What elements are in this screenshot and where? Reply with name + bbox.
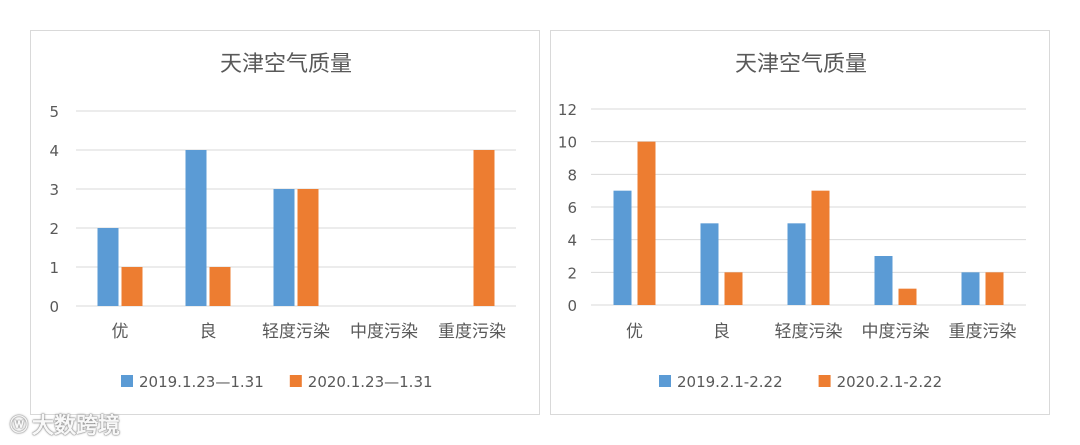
chart-right-bar-s2-1 (724, 272, 743, 305)
watermark-text: 大数跨境 (32, 414, 121, 439)
chart-panel-left: 天津空气质量 0 1 2 3 4 5 优 良 轻度污染 中度污染 重度污染 2019.1.23—1.31… (30, 30, 540, 415)
chart-right-y-tick-label: 4 (567, 232, 577, 250)
chart-right-x-tick-label: 良 (713, 322, 730, 342)
chart-right-legend-swatch-2 (818, 375, 831, 387)
weibo-icon: ⓦ (10, 415, 28, 436)
chart-left-bar-s2-2 (297, 189, 319, 306)
watermark: ⓦ 大数跨境 (10, 408, 120, 440)
chart-left-svg: 天津空气质量 0 1 2 3 4 5 优 良 轻度污染 中度污染 重度污染 2019.1.23—1.31… (49, 52, 516, 391)
chart-right-title: 天津空气质量 (735, 52, 867, 77)
chart-right-legend-label-2: 2020.2.1-2.22 (837, 373, 943, 391)
chart-right-y-tick-label: 8 (567, 166, 577, 184)
chart-left-x-tick-label: 良 (200, 322, 217, 342)
chart-left-legend-swatch-1 (121, 375, 133, 387)
chart-right-bar-s1-0 (613, 190, 632, 305)
chart-right-bar-s1-4 (961, 272, 980, 305)
chart-left-legend-swatch-2 (289, 375, 302, 387)
chart-left-x-tick-label: 重度污染 (438, 322, 506, 342)
chart-left-y-tick-label: 2 (49, 220, 59, 238)
chart-left-bar-s1-0 (97, 228, 119, 306)
chart-left-bar-s2-0 (121, 267, 143, 306)
chart-left-legend-label-2: 2020.1.23—1.31 (308, 373, 433, 391)
chart-right-bar-s2-0 (637, 141, 656, 305)
chart-left-bar-s2-4 (473, 150, 495, 306)
chart-right-bar-s1-2 (787, 223, 806, 305)
chart-right-bar-s1-1 (700, 223, 719, 305)
chart-left-x-tick-label: 中度污染 (350, 322, 418, 342)
chart-right-x-tick-label: 重度污染 (949, 322, 1017, 342)
chart-left-x-tick-label: 优 (112, 322, 129, 342)
chart-right-bar-s2-2 (811, 190, 830, 305)
chart-right-y-tick-label: 0 (567, 297, 577, 315)
chart-right-x-tick-label: 优 (626, 322, 643, 342)
chart-left-bar-s1-1 (185, 150, 207, 306)
chart-left-title: 天津空气质量 (220, 52, 352, 77)
chart-right-y-tick-label: 10 (558, 134, 577, 152)
chart-right-bar-s2-3 (898, 288, 917, 305)
chart-left-y-tick-label: 1 (49, 259, 59, 277)
chart-left-legend-label-1: 2019.1.23—1.31 (139, 373, 264, 391)
chart-right-bar-s1-3 (874, 256, 893, 305)
chart-right-legend-label-1: 2019.2.1-2.22 (677, 373, 783, 391)
chart-right-x-tick-label: 轻度污染 (775, 322, 843, 342)
chart-left-y-tick-label: 4 (49, 142, 59, 160)
chart-left-bar-s1-2 (273, 189, 295, 306)
chart-right-legend-swatch-1 (659, 375, 671, 387)
chart-left-y-tick-label: 3 (49, 181, 59, 199)
chart-right-y-tick-label: 12 (558, 101, 577, 119)
chart-right-y-tick-label: 2 (567, 264, 577, 282)
chart-right-x-tick-label: 中度污染 (862, 322, 930, 342)
chart-panel-right: 天津空气质量 0 2 4 6 8 10 12 优 良 轻度污染 中度污染 重度污染 2019.2.1-2.… (550, 30, 1050, 415)
chart-right-svg: 天津空气质量 0 2 4 6 8 10 12 优 良 轻度污染 中度污染 重度污染 2019.2.1-2.… (558, 52, 1026, 391)
chart-right-y-tick-label: 6 (567, 199, 577, 217)
chart-right-bar-s2-4 (985, 272, 1004, 305)
chart-left-bar-s2-1 (209, 267, 231, 306)
chart-left-y-tick-label: 5 (49, 103, 59, 121)
chart-left-x-tick-label: 轻度污染 (262, 322, 330, 342)
chart-left-y-tick-label: 0 (49, 298, 59, 316)
